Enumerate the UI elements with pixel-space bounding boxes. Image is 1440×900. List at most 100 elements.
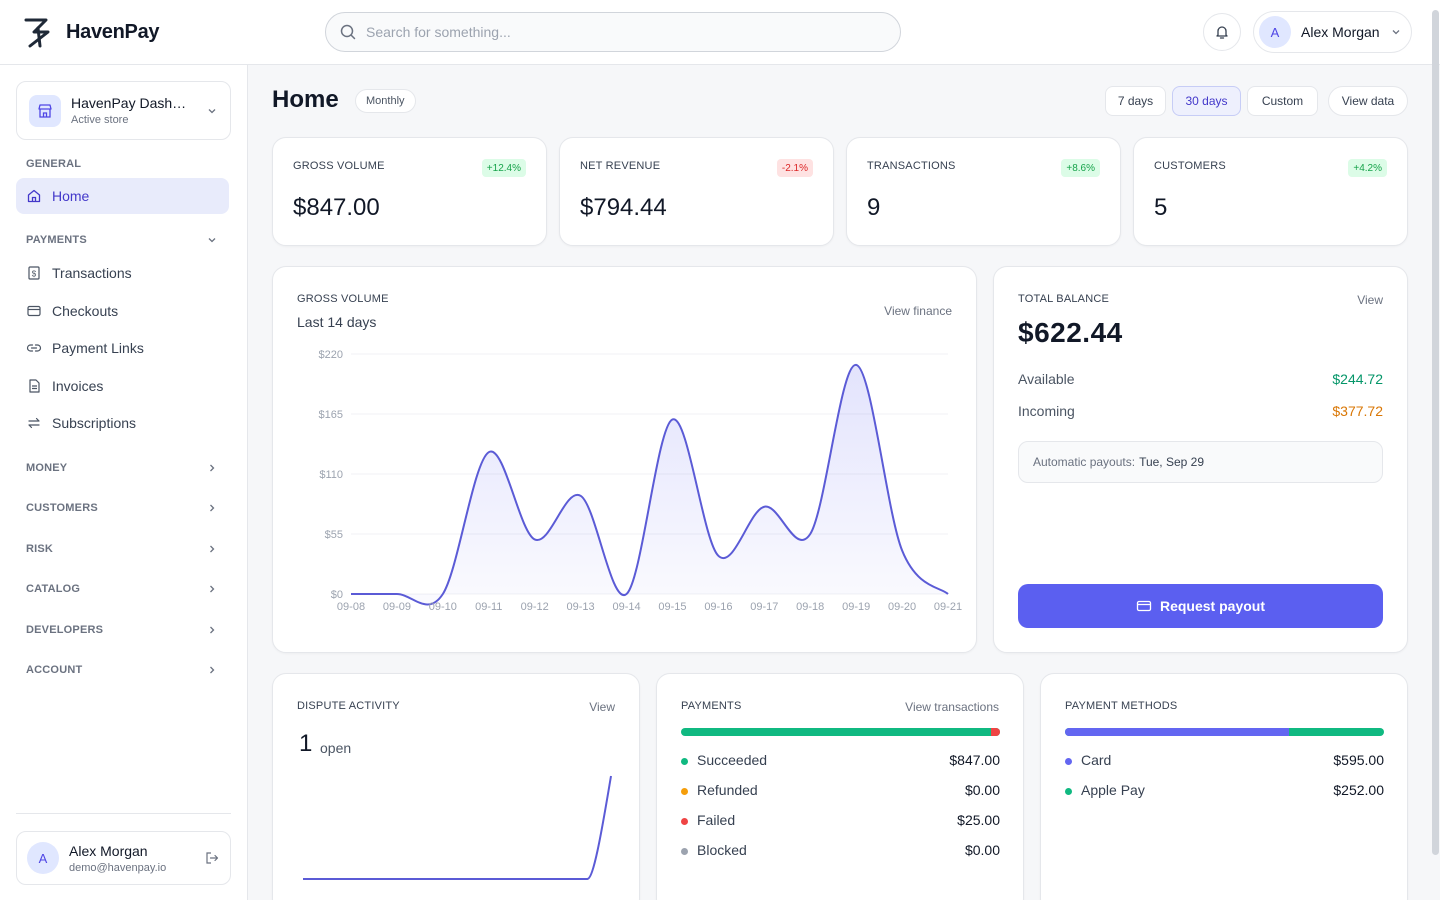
divider (16, 813, 231, 814)
notifications-button[interactable] (1203, 13, 1241, 51)
wallet-icon (1136, 600, 1152, 612)
sidebar-item-home[interactable]: Home (16, 178, 229, 214)
chevron-down-icon[interactable] (206, 234, 218, 246)
status-dot (681, 817, 688, 825)
chevron-right-icon[interactable] (206, 502, 218, 514)
bell-icon (1216, 26, 1228, 39)
series-line (351, 363, 949, 606)
document-icon (29, 379, 40, 393)
search-input[interactable] (366, 24, 866, 40)
dispute-view-link[interactable]: View (589, 700, 615, 714)
method-name: Card (1081, 752, 1112, 768)
page-title: Home (272, 86, 339, 113)
store-switcher[interactable]: HavenPay Dashboard Active store (16, 81, 231, 140)
user-menu-button[interactable]: A Alex Morgan (1253, 11, 1412, 53)
store-status: Active store (71, 114, 129, 126)
status-dot (681, 847, 688, 855)
methods-bar (1065, 728, 1384, 736)
incoming-label: Incoming (1018, 403, 1075, 419)
incoming-amount: $377.72 (1332, 403, 1383, 419)
sidebar-item-label: Checkouts (52, 303, 119, 319)
kpi-label: NET REVENUE (580, 160, 661, 172)
balance-total: $622.44 (1018, 317, 1123, 348)
sidebar-item-transactions[interactable]: $ Transactions (16, 255, 229, 291)
view-transactions-link[interactable]: View transactions (905, 700, 999, 714)
user-email: demo@havenpay.io (69, 861, 167, 874)
available-amount: $244.72 (1332, 371, 1383, 387)
kpi-change-badge: +8.6% (1061, 159, 1100, 177)
chevron-down-icon (1392, 30, 1400, 35)
range-custom-button[interactable]: Custom (1247, 86, 1318, 116)
payment-methods-card: PAYMENT METHODS Card $595.00 Apple Pay $… (1040, 673, 1408, 900)
receipt-icon: $ (28, 266, 40, 280)
section-risk[interactable]: RISK (26, 543, 54, 555)
sidebar-item-invoices[interactable]: Invoices (16, 368, 229, 404)
x-tick-label: 09-15 (658, 601, 686, 613)
failed-segment (991, 728, 1000, 736)
balance-view-link[interactable]: View (1357, 293, 1383, 307)
brand-logo[interactable]: HavenPay (24, 16, 160, 48)
payments-card: PAYMENTS View transactions Succeeded $84… (656, 673, 1024, 900)
section-money[interactable]: MONEY (26, 462, 68, 474)
kpi-card-gross-volume: GROSS VOLUME +12.4% $847.00 (272, 137, 547, 246)
y-tick-label: $55 (325, 529, 343, 541)
havenpay-logo-icon (24, 18, 50, 48)
payment-row-succeeded: Succeeded $847.00 (681, 752, 1000, 768)
method-amount: $595.00 (1333, 752, 1384, 768)
payout-label: Automatic payouts: (1033, 455, 1136, 469)
status-name: Refunded (697, 782, 758, 798)
x-tick-label: 09-21 (934, 601, 962, 613)
methods-label: PAYMENT METHODS (1065, 700, 1178, 712)
sidebar-item-label: Payment Links (52, 340, 144, 356)
section-catalog[interactable]: CATALOG (26, 583, 81, 595)
svg-text:$: $ (32, 270, 37, 279)
sidebar-item-subscriptions[interactable]: Subscriptions (16, 405, 229, 441)
chevron-right-icon[interactable] (206, 543, 218, 555)
section-customers[interactable]: CUSTOMERS (26, 502, 98, 514)
chevron-right-icon[interactable] (206, 462, 218, 474)
range-30-days-button[interactable]: 30 days (1172, 86, 1241, 116)
sidebar-user-card[interactable]: A Alex Morgan demo@havenpay.io (16, 831, 231, 885)
top-bar: HavenPay A Alex Morgan (0, 0, 1440, 65)
view-data-button[interactable]: View data (1328, 86, 1408, 116)
y-tick-label: $165 (319, 409, 343, 421)
search-bar[interactable] (325, 12, 901, 52)
section-payments[interactable]: PAYMENTS (26, 234, 87, 246)
method-row-apple-pay: Apple Pay $252.00 (1065, 782, 1384, 798)
x-tick-label: 09-18 (796, 601, 824, 613)
kpi-change-badge: +12.4% (481, 159, 526, 177)
page-scrollbar[interactable] (1432, 10, 1439, 855)
sidebar-item-label: Invoices (52, 378, 104, 394)
chevron-right-icon[interactable] (206, 624, 218, 636)
dispute-sparkline (303, 775, 612, 880)
status-amount: $847.00 (949, 752, 1000, 768)
avatar: A (1259, 16, 1291, 48)
chevron-right-icon[interactable] (206, 664, 218, 676)
range-7-days-button[interactable]: 7 days (1105, 86, 1166, 116)
kpi-card-transactions: TRANSACTIONS +8.6% 9 (846, 137, 1121, 246)
view-finance-link[interactable]: View finance (884, 304, 952, 318)
request-payout-button[interactable]: Request payout (1018, 584, 1383, 628)
sidebar-item-payment-links[interactable]: Payment Links (16, 330, 229, 366)
x-tick-label: 09-14 (612, 601, 640, 613)
credit-card-icon (27, 305, 41, 317)
logout-icon[interactable] (204, 850, 220, 866)
payment-row-failed: Failed $25.00 (681, 812, 1000, 828)
automatic-payouts-box: Automatic payouts: Tue, Sep 29 (1018, 441, 1383, 483)
sidebar-item-label: Subscriptions (52, 415, 137, 431)
dispute-count: 1 (299, 730, 313, 757)
x-tick-label: 09-09 (383, 601, 411, 613)
period-badge: Monthly (355, 89, 416, 113)
kpi-label: CUSTOMERS (1154, 160, 1226, 172)
sidebar-item-label: Home (52, 188, 90, 204)
x-tick-label: 09-20 (888, 601, 916, 613)
sidebar-item-checkouts[interactable]: Checkouts (16, 293, 229, 329)
kpi-label: TRANSACTIONS (867, 160, 956, 172)
dispute-label: DISPUTE ACTIVITY (297, 700, 400, 712)
method-dot (1065, 757, 1072, 765)
gross-volume-chart: $0 $55 $110 $165 $220 09-08 09-09 09-10 09-11 09-… (319, 349, 963, 613)
chevron-right-icon[interactable] (206, 583, 218, 595)
section-developers[interactable]: DEVELOPERS (26, 624, 104, 636)
section-account[interactable]: ACCOUNT (26, 664, 83, 676)
status-dot (681, 787, 688, 795)
